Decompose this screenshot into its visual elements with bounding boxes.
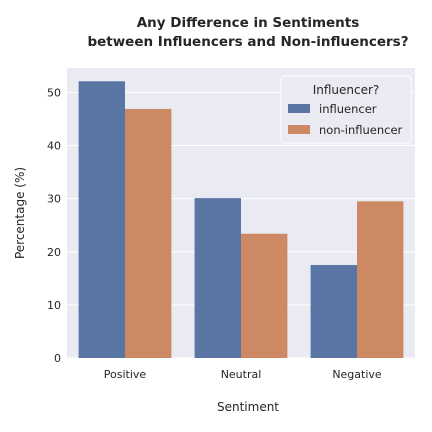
legend-box: [280, 75, 412, 144]
legend-swatch-non-influencer: [288, 125, 310, 134]
bar-non-influencer-negative: [357, 201, 404, 358]
x-tick-label-positive: Positive: [104, 368, 147, 381]
chart-title-line-2: between Influencers and Non-influencers?: [87, 34, 408, 50]
x-tick-label-neutral: Neutral: [221, 368, 262, 381]
x-tick-labels: Positive Neutral Negative: [104, 368, 382, 381]
y-tick-label: 50: [47, 86, 61, 99]
legend-title: Influencer?: [313, 83, 380, 97]
bar-influencer-neutral: [194, 198, 241, 358]
bars: [78, 81, 404, 359]
y-tick-label: 20: [47, 246, 61, 259]
chart-title-line-1: Any Difference in Sentiments: [137, 15, 360, 31]
y-tick-labels: 0 10 20 30 40 50: [47, 86, 61, 365]
legend-swatch-influencer: [288, 104, 310, 113]
bar-non-influencer-neutral: [241, 233, 288, 358]
x-tick-label-negative: Negative: [332, 368, 382, 381]
legend: Influencer? influencer non-influencer: [280, 75, 412, 144]
y-tick-label: 40: [47, 140, 61, 153]
x-axis-label: Sentiment: [217, 400, 279, 414]
y-tick-label: 30: [47, 193, 61, 206]
y-tick-label: 0: [54, 352, 61, 365]
bar-influencer-positive: [78, 81, 125, 359]
bar-non-influencer-positive: [125, 108, 172, 359]
legend-label-non-influencer: non-influencer: [319, 123, 403, 137]
legend-label-influencer: influencer: [319, 102, 377, 116]
y-tick-label: 10: [47, 299, 61, 312]
y-axis-label: Percentage (%): [13, 167, 27, 259]
bar-influencer-negative: [310, 265, 357, 358]
